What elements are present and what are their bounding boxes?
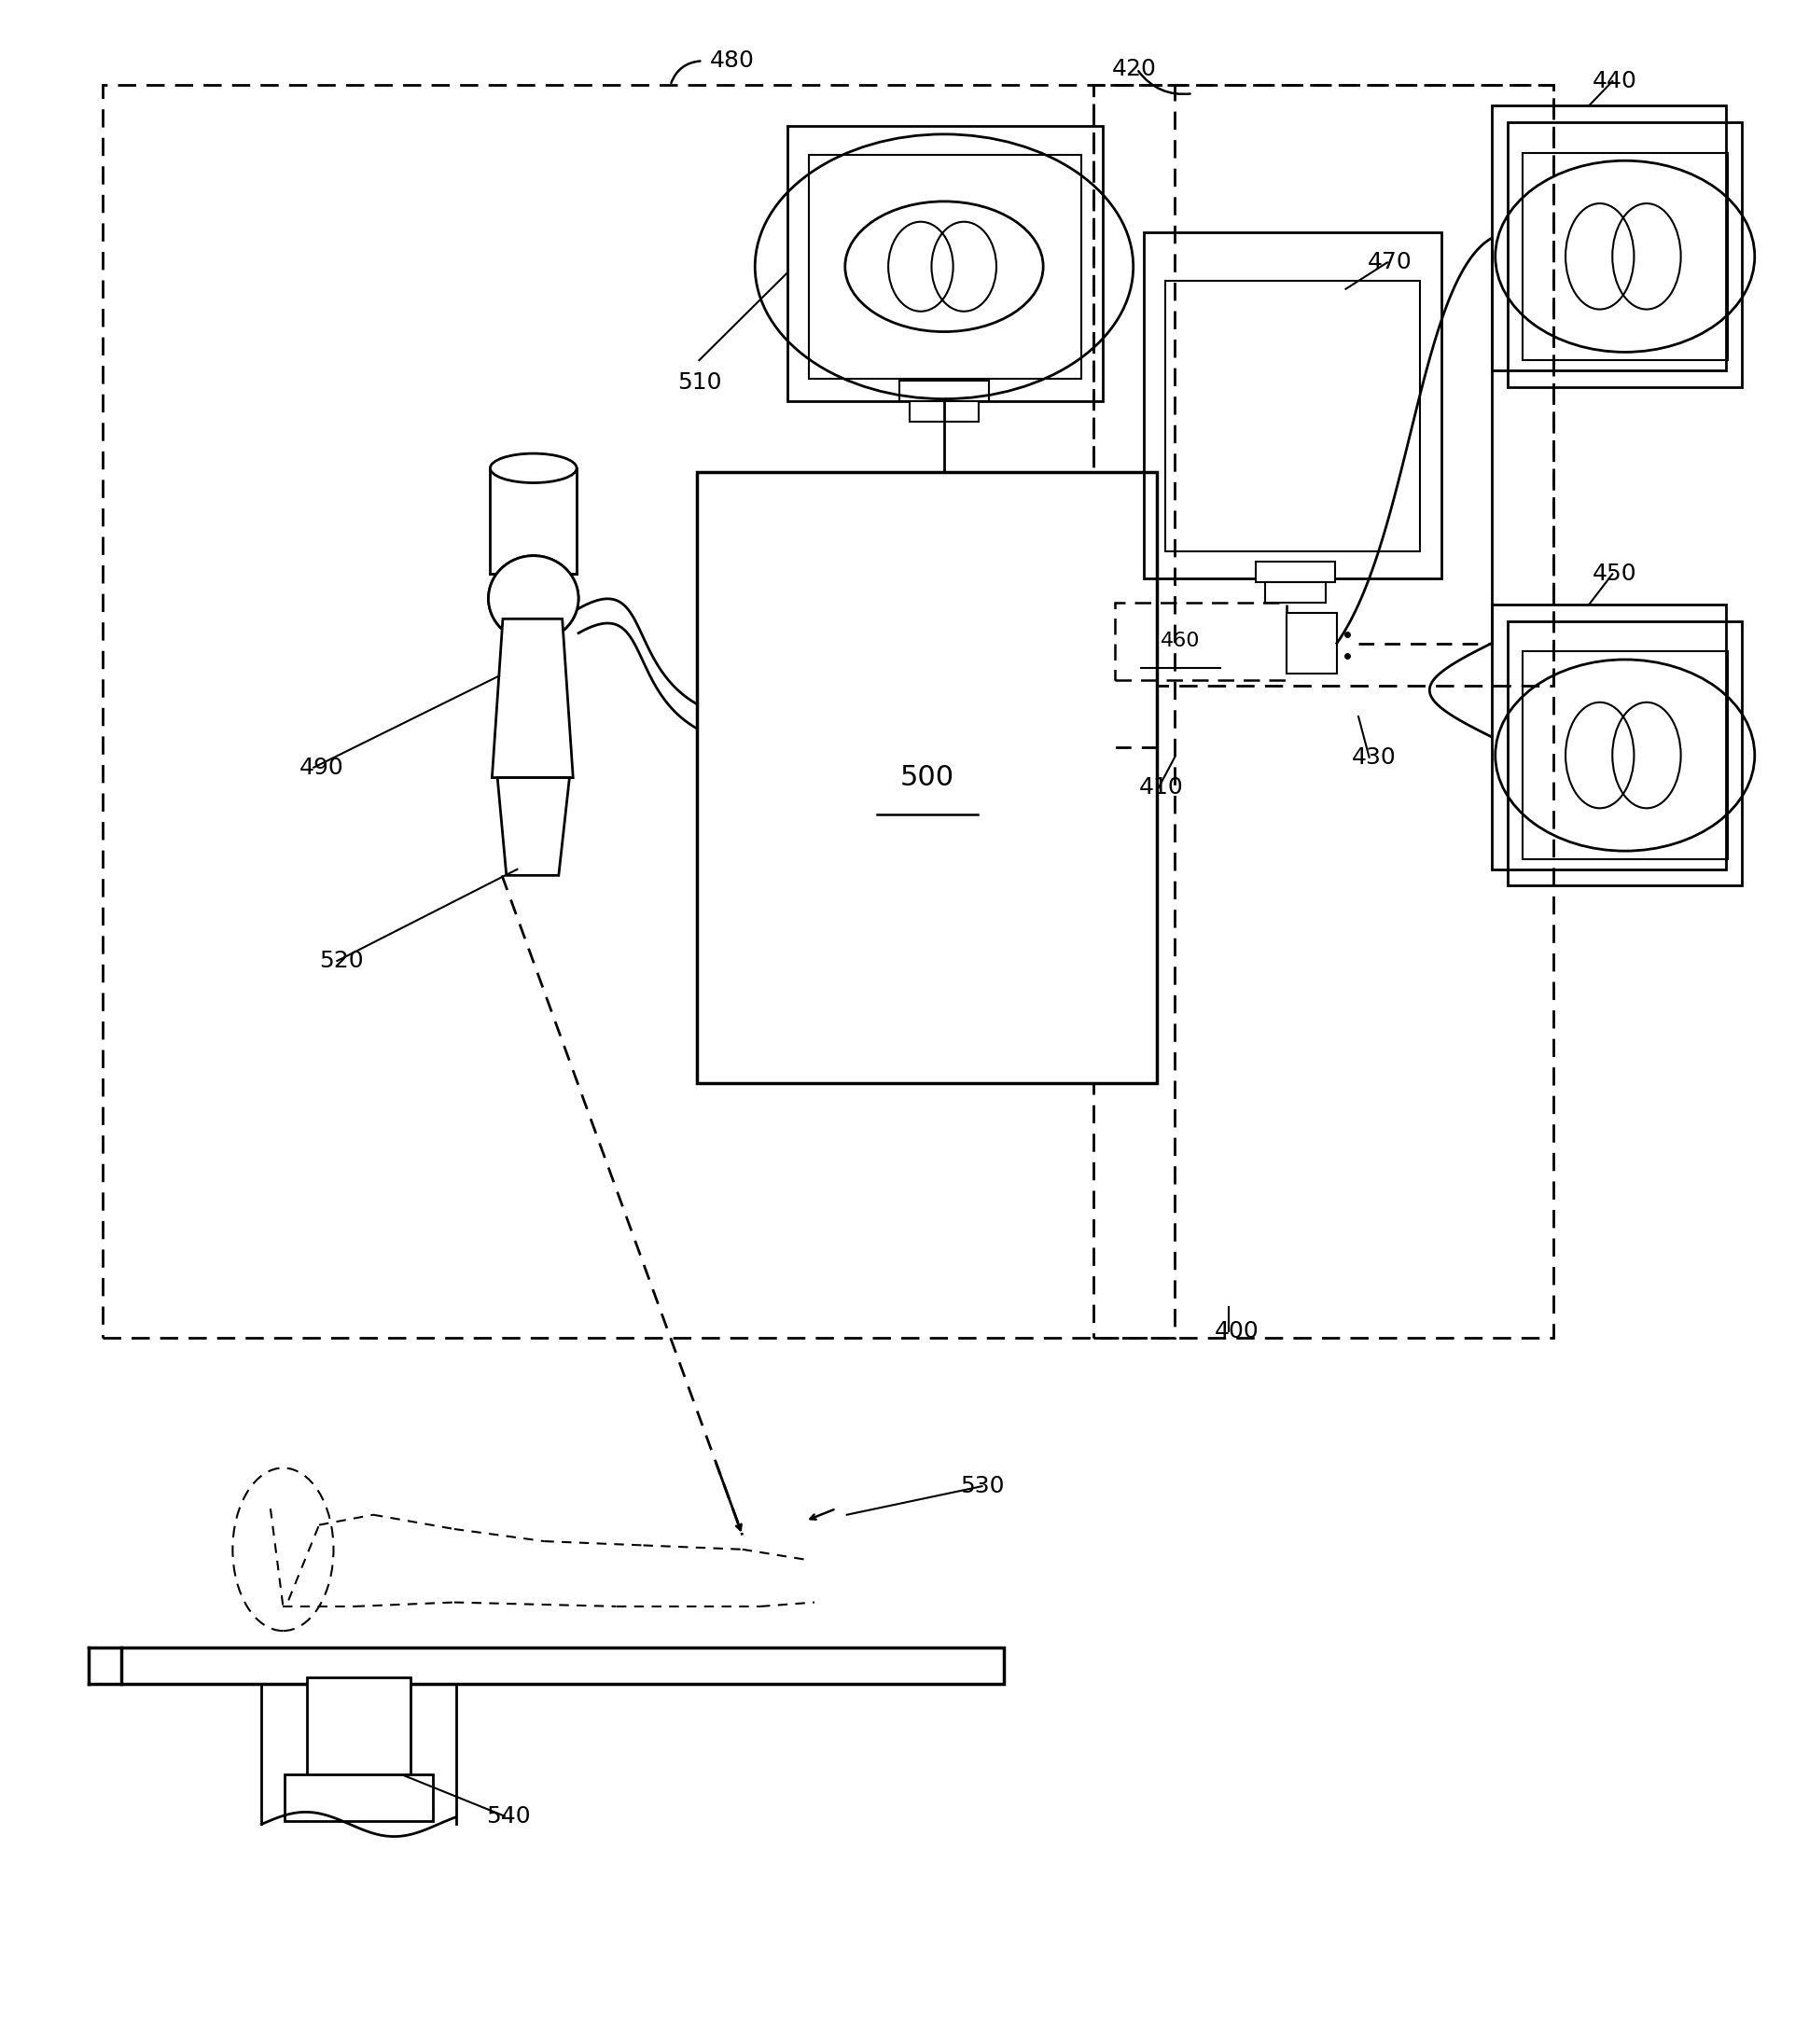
Polygon shape <box>497 777 570 875</box>
Text: 510: 510 <box>678 372 722 394</box>
Text: 480: 480 <box>709 49 754 72</box>
Text: 440: 440 <box>1592 69 1637 92</box>
Text: 530: 530 <box>961 1476 1004 1498</box>
Polygon shape <box>910 401 979 421</box>
Text: 430: 430 <box>1351 746 1397 769</box>
Polygon shape <box>1264 583 1326 603</box>
Text: 450: 450 <box>1592 562 1637 585</box>
Text: 500: 500 <box>899 764 953 791</box>
Polygon shape <box>284 1774 432 1821</box>
Polygon shape <box>1286 613 1337 675</box>
Polygon shape <box>490 468 577 574</box>
Polygon shape <box>492 619 573 777</box>
Polygon shape <box>899 380 990 401</box>
Ellipse shape <box>488 556 579 642</box>
Polygon shape <box>1255 562 1335 583</box>
Polygon shape <box>306 1678 411 1778</box>
Text: 470: 470 <box>1368 251 1413 274</box>
Polygon shape <box>696 472 1156 1083</box>
Text: 490: 490 <box>298 756 344 779</box>
Text: 400: 400 <box>1214 1320 1259 1343</box>
Text: 520: 520 <box>318 950 364 973</box>
Text: 460: 460 <box>1160 632 1199 650</box>
Text: 540: 540 <box>487 1805 532 1827</box>
Ellipse shape <box>488 556 579 642</box>
Ellipse shape <box>490 454 577 482</box>
Text: 410: 410 <box>1138 777 1183 799</box>
Text: 420: 420 <box>1113 57 1156 80</box>
Polygon shape <box>121 1647 1004 1684</box>
